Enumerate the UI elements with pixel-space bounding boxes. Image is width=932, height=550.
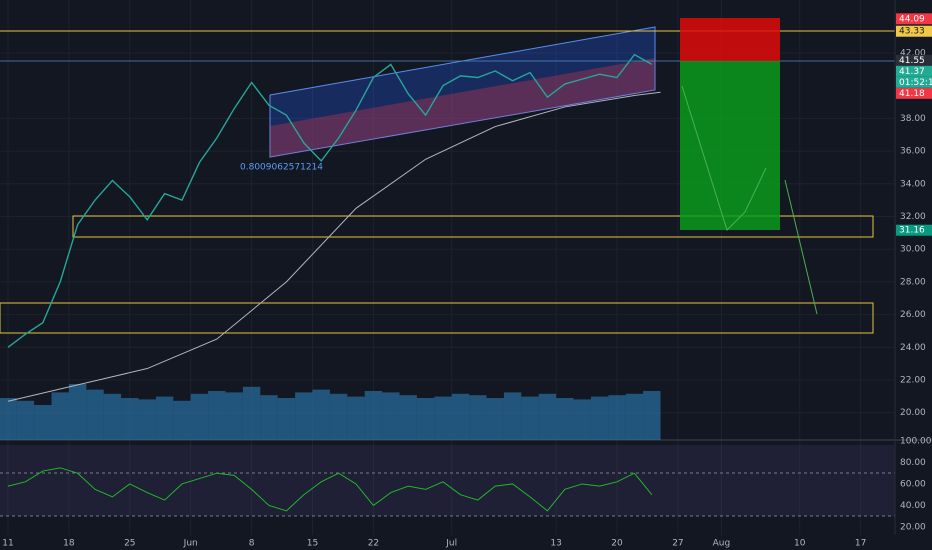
price-tag bbox=[896, 65, 932, 77]
volume-bar bbox=[173, 400, 191, 440]
projection bbox=[681, 85, 767, 231]
volume-bar bbox=[312, 389, 330, 440]
stop-zone bbox=[680, 18, 780, 61]
volume-bar bbox=[103, 393, 122, 440]
x-tick-label: Jul bbox=[445, 539, 457, 549]
x-tick-label: 25 bbox=[124, 539, 135, 549]
x-tick-label: 17 bbox=[855, 539, 866, 549]
volume-bar bbox=[434, 396, 452, 440]
price-tag-label: 44.09 bbox=[899, 14, 925, 24]
volume-bar bbox=[86, 389, 104, 440]
volume-bar bbox=[608, 395, 626, 440]
y-tick-label: 34.00 bbox=[900, 179, 926, 189]
annotation: 0.8009062571214 bbox=[240, 163, 323, 173]
x-tick-label: 15 bbox=[307, 539, 318, 549]
y-tick-label: 60.00 bbox=[900, 479, 926, 489]
volume-bar bbox=[382, 392, 400, 440]
y-tick-label: 26.00 bbox=[900, 310, 926, 320]
price-line bbox=[7, 53, 653, 348]
x-tick-label: 11 bbox=[2, 539, 13, 549]
x-tick-label: 8 bbox=[249, 539, 255, 549]
y-tick-label: 30.00 bbox=[900, 245, 926, 255]
price-tag-label: 43.33 bbox=[899, 27, 925, 37]
x-tick-label: 27 bbox=[672, 539, 683, 549]
y-tick-label: 100.00 bbox=[900, 436, 932, 446]
price-line bbox=[7, 91, 661, 402]
price-tag bbox=[896, 76, 932, 88]
volume-bar bbox=[556, 398, 574, 440]
price-tag bbox=[896, 54, 932, 66]
price-tag bbox=[896, 87, 932, 99]
volume-bar bbox=[625, 393, 644, 440]
volume-bar bbox=[399, 395, 417, 440]
volume-bar bbox=[68, 384, 87, 440]
x-tick-label: 13 bbox=[550, 539, 561, 549]
drawings bbox=[0, 0, 932, 535]
projection bbox=[784, 179, 818, 315]
rsi-line bbox=[7, 467, 653, 512]
volume-bar bbox=[242, 386, 261, 440]
price-tag bbox=[896, 25, 932, 37]
volume-bar bbox=[295, 392, 313, 440]
volume-bar bbox=[521, 396, 539, 440]
price-tag bbox=[896, 224, 932, 236]
price-tag-label: 41.55 bbox=[899, 56, 925, 66]
volume-bar bbox=[16, 400, 35, 440]
x-tick-label: 20 bbox=[611, 539, 623, 549]
volume-bar bbox=[0, 398, 17, 440]
price-tag-label: 41.37 bbox=[899, 67, 925, 77]
volume-bar bbox=[590, 396, 609, 440]
volume-bar bbox=[364, 391, 383, 440]
volume-bar bbox=[208, 391, 226, 440]
volume-bar bbox=[121, 398, 139, 440]
volume-bar bbox=[329, 393, 348, 440]
target-zone bbox=[680, 61, 780, 230]
y-tick-label: 28.00 bbox=[900, 277, 926, 287]
volume-bar bbox=[260, 395, 278, 440]
channel bbox=[269, 26, 656, 158]
y-tick-label: 36.00 bbox=[900, 147, 926, 157]
volume-bar bbox=[155, 396, 174, 440]
x-tick-label: 10 bbox=[794, 539, 806, 549]
volume-bar bbox=[486, 398, 504, 440]
channel-lower bbox=[270, 58, 655, 157]
volume-bar bbox=[347, 396, 365, 440]
price-tag-label: 41.18 bbox=[899, 89, 925, 99]
x-tick-label: 22 bbox=[368, 539, 379, 549]
y-tick-label: 24.00 bbox=[900, 343, 926, 353]
x-tick-label: Jun bbox=[183, 539, 198, 549]
price-tag bbox=[896, 13, 932, 25]
volume-bar bbox=[277, 398, 296, 440]
volume-bar bbox=[503, 392, 522, 440]
x-tick-label: Aug bbox=[713, 539, 731, 549]
volume-bar bbox=[225, 392, 243, 440]
y-tick-label: 32.00 bbox=[900, 212, 926, 222]
y-tick-label: 80.00 bbox=[900, 458, 926, 468]
volume-bar bbox=[643, 391, 661, 440]
y-tick-label: 20.00 bbox=[900, 522, 926, 532]
y-tick-label: 38.00 bbox=[900, 114, 926, 124]
zone bbox=[0, 302, 874, 334]
volume-bar bbox=[34, 405, 52, 440]
y-tick-label: 20.00 bbox=[900, 408, 926, 418]
volume-bar bbox=[469, 395, 487, 440]
x-tick-label: 18 bbox=[63, 539, 75, 549]
volume-bar bbox=[51, 392, 69, 440]
volume-bar bbox=[538, 393, 557, 440]
zone bbox=[72, 215, 874, 238]
rsi-band bbox=[0, 445, 895, 516]
y-tick-label: 22.00 bbox=[900, 375, 926, 385]
y-tick-label: 42.00 bbox=[900, 48, 926, 58]
price-tag-label: 01:52:13 bbox=[899, 78, 932, 88]
volume-bar bbox=[416, 398, 435, 440]
volume-bar bbox=[190, 393, 209, 440]
volume-bar bbox=[573, 399, 591, 440]
price-tag-label: 31.16 bbox=[899, 226, 925, 236]
y-tick-label: 40.00 bbox=[900, 501, 926, 511]
volume-bar bbox=[138, 399, 156, 440]
volume-bar bbox=[451, 393, 470, 440]
